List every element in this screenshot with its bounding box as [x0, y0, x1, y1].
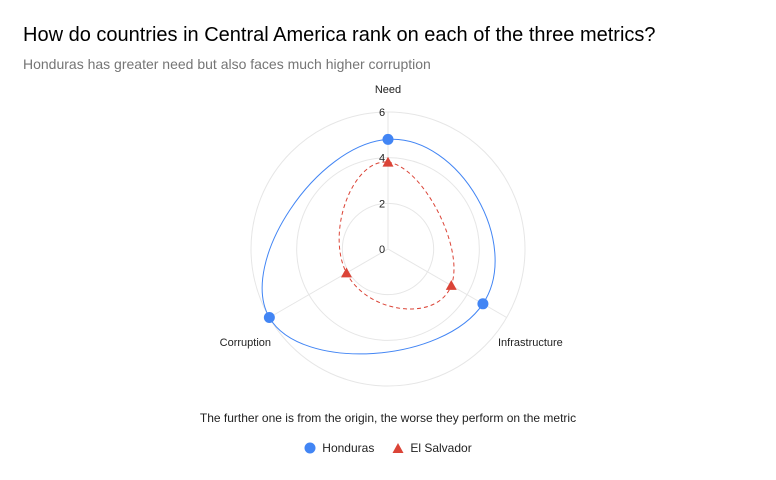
data-point-honduras[interactable]: [382, 133, 394, 145]
chart-legend: Honduras El Salvador: [0, 441, 776, 455]
legend-label-el-salvador: El Salvador: [410, 441, 472, 455]
legend-label-honduras: Honduras: [322, 441, 375, 455]
axis-label-infrastructure: Infrastructure: [498, 337, 563, 349]
data-point-el-salvador[interactable]: [382, 156, 394, 167]
chart-caption: The further one is from the origin, the …: [199, 411, 577, 425]
radar-labels: 0 2 4 6 Need Infrastructure Corruption: [220, 84, 563, 349]
circle-marker-icon: [304, 442, 316, 454]
axis-spoke: [269, 248, 389, 318]
data-point-honduras[interactable]: [263, 312, 275, 323]
triangle-marker-icon: [392, 443, 404, 453]
data-point-el-salvador[interactable]: [445, 280, 457, 290]
radial-tick-label: 0: [379, 244, 385, 256]
series-line-honduras: [261, 138, 496, 355]
radial-tick-label: 2: [379, 198, 385, 210]
legend-item-honduras[interactable]: Honduras: [304, 441, 374, 455]
legend-item-el-salvador[interactable]: El Salvador: [392, 441, 472, 455]
axis-label-need: Need: [375, 84, 401, 96]
radial-tick-label: 6: [379, 107, 385, 119]
chart-subtitle: Honduras has greater need but also faces…: [23, 56, 431, 72]
axis-spoke: [387, 248, 507, 318]
data-point-honduras[interactable]: [477, 298, 489, 310]
radar-grid: [250, 111, 526, 387]
chart-title: How do countries in Central America rank…: [23, 24, 656, 46]
data-point-el-salvador[interactable]: [340, 267, 352, 278]
series-line-el-salvador: [338, 161, 455, 310]
radial-tick-label: 4: [379, 153, 385, 165]
radar-series: [261, 133, 496, 355]
axis-label-corruption: Corruption: [220, 337, 271, 349]
